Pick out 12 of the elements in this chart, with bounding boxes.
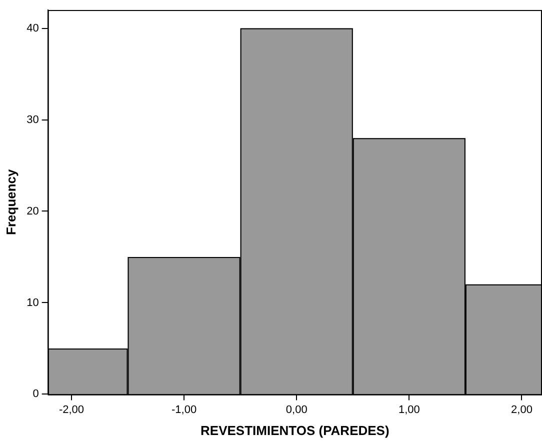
y-tick-label: 20 xyxy=(26,205,39,218)
x-tick-label: 1,00 xyxy=(398,404,420,416)
x-tick-label: -2,00 xyxy=(58,404,84,416)
x-tick-label: -1,00 xyxy=(172,404,197,416)
x-tick-label: 0,00 xyxy=(286,404,308,416)
y-tick-label: 0 xyxy=(32,388,39,400)
y-tick-label: 40 xyxy=(26,22,39,34)
y-tick-label: 10 xyxy=(26,296,39,309)
x-tick-label: 2,00 xyxy=(511,404,532,416)
y-tick-label: 30 xyxy=(26,114,39,126)
y-axis-title: Frequency xyxy=(3,168,18,235)
x-axis-title: REVESTIMIENTOS (PAREDES) xyxy=(200,422,390,438)
